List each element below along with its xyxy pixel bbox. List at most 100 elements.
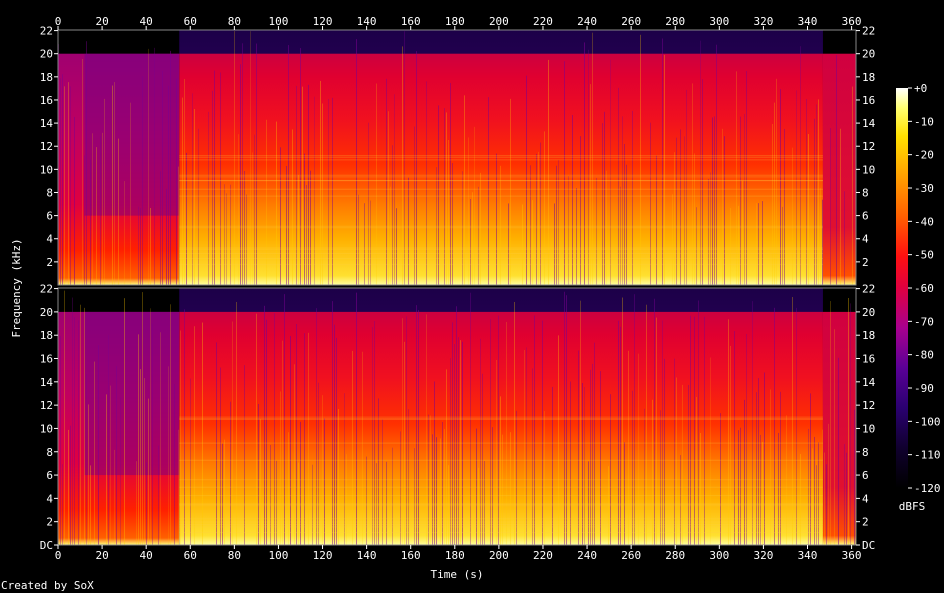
y-tick-label-right: 4 bbox=[862, 492, 869, 505]
y-tick-label-left: 10 bbox=[40, 422, 53, 435]
y-tick-label-left: 14 bbox=[40, 376, 54, 389]
colorbar-tick-label: -90 bbox=[914, 382, 934, 395]
y-tick-label-right: 22 bbox=[862, 283, 875, 296]
x-tick-label-top: 80 bbox=[228, 15, 241, 28]
y-tick-label-left: 2 bbox=[46, 256, 53, 269]
axes: 0 0 20 20 40 40 60 60 80 80 100 100 120 120 140 140 160 1… bbox=[40, 15, 876, 562]
y-tick-label-right: 6 bbox=[862, 469, 869, 482]
x-tick-label-bottom: 80 bbox=[228, 549, 241, 562]
x-tick-label-bottom: 360 bbox=[842, 549, 862, 562]
x-tick-label-top: 180 bbox=[445, 15, 465, 28]
x-tick-label-top: 260 bbox=[621, 15, 641, 28]
x-tick-label-top: 300 bbox=[709, 15, 729, 28]
segment-1-energy bbox=[179, 53, 823, 285]
y-tick-label-left: 12 bbox=[40, 140, 53, 153]
y-tick-label-right: 12 bbox=[862, 399, 875, 412]
x-tick-label-bottom: 160 bbox=[401, 549, 421, 562]
y-tick-label-left: 16 bbox=[40, 353, 53, 366]
y-tick-label-right: 18 bbox=[862, 329, 875, 342]
x-tick-label-bottom: 20 bbox=[95, 549, 108, 562]
y-tick-label-right: 4 bbox=[862, 233, 869, 246]
y-tick-label-left: 6 bbox=[46, 210, 53, 223]
intro-fade bbox=[84, 311, 180, 476]
x-tick-label-bottom: 180 bbox=[445, 549, 465, 562]
plot-frame bbox=[57, 287, 857, 546]
y-tick-label-left: 8 bbox=[46, 186, 53, 199]
colorbar-tick-label: -120 bbox=[914, 482, 941, 495]
x-tick-label-bottom: 100 bbox=[269, 549, 289, 562]
y-tick-label-left: 6 bbox=[46, 469, 53, 482]
channel-1-spectrogram bbox=[57, 29, 857, 286]
x-tick-label-top: 140 bbox=[357, 15, 377, 28]
x-tick-label-top: 120 bbox=[313, 15, 333, 28]
y-tick-label-left: 8 bbox=[46, 446, 53, 459]
x-tick-label-bottom: 220 bbox=[533, 549, 553, 562]
y-tick-label-right: 8 bbox=[862, 186, 869, 199]
y-tick-label-right: 8 bbox=[862, 446, 869, 459]
x-tick-label-top: 240 bbox=[577, 15, 597, 28]
x-tick-label-bottom: 260 bbox=[621, 549, 641, 562]
x-axis-label: Time (s) bbox=[431, 568, 484, 581]
y-tick-label-right: 20 bbox=[862, 48, 875, 61]
colorbar-tick-label: -110 bbox=[914, 449, 941, 462]
segment-2-energy bbox=[822, 311, 856, 545]
y-tick-label-left: 20 bbox=[40, 306, 53, 319]
x-tick-label-top: 340 bbox=[798, 15, 818, 28]
y-tick-label-right: 16 bbox=[862, 353, 875, 366]
x-tick-label-top: 40 bbox=[140, 15, 153, 28]
colorbar-tick-label: +0 bbox=[914, 82, 927, 95]
y-tick-label-right: 12 bbox=[862, 140, 875, 153]
texture-streaks bbox=[60, 290, 855, 545]
x-tick-label-top: 360 bbox=[842, 15, 862, 28]
x-tick-label-bottom: 200 bbox=[489, 549, 509, 562]
y-tick-label-right: 14 bbox=[862, 117, 876, 130]
y-tick-label-right: 2 bbox=[862, 256, 869, 269]
y-axis-label: Frequency (kHz) bbox=[10, 238, 23, 337]
y-tick-label-right: 6 bbox=[862, 210, 869, 223]
y-tick-label-left: 18 bbox=[40, 71, 53, 84]
y-tick-label-left: 16 bbox=[40, 94, 53, 107]
spectrogram-panels bbox=[57, 29, 857, 546]
texture-streaks bbox=[58, 31, 853, 286]
colorbar-tick-label: -10 bbox=[914, 115, 934, 128]
colorbar-tick-label: -60 bbox=[914, 282, 934, 295]
x-tick-label-bottom: 40 bbox=[140, 549, 153, 562]
colorbar-tick-label: -100 bbox=[914, 415, 941, 428]
plot-frame bbox=[57, 29, 857, 286]
intro-fade bbox=[84, 53, 180, 216]
y-tick-label-left: 4 bbox=[46, 492, 53, 505]
x-tick-label-bottom: 320 bbox=[753, 549, 773, 562]
x-tick-label-bottom: 340 bbox=[798, 549, 818, 562]
y-tick-label-right: 16 bbox=[862, 94, 875, 107]
y-tick-label-right: 20 bbox=[862, 306, 875, 319]
y-tick-label-right: 2 bbox=[862, 516, 869, 529]
y-tick-label-right: DC bbox=[862, 539, 875, 552]
colorbar-tick-label: -70 bbox=[914, 315, 934, 328]
colorbar: +0 -10 -20 -30 -40 -50 -60 -70 -80 -90 -100 -110 -12… bbox=[896, 82, 941, 513]
colorbar-tick-label: -50 bbox=[914, 249, 934, 262]
x-tick-label-top: 220 bbox=[533, 15, 553, 28]
y-tick-label-left: 10 bbox=[40, 163, 53, 176]
y-tick-label-left: 18 bbox=[40, 329, 53, 342]
y-tick-label-left: 14 bbox=[40, 117, 54, 130]
y-tick-label-right: 10 bbox=[862, 163, 875, 176]
x-tick-label-top: 0 bbox=[55, 15, 62, 28]
x-tick-label-top: 20 bbox=[95, 15, 108, 28]
y-tick-label-left: 22 bbox=[40, 283, 53, 296]
x-tick-label-top: 200 bbox=[489, 15, 509, 28]
y-tick-label-left: 4 bbox=[46, 233, 53, 246]
x-tick-label-top: 160 bbox=[401, 15, 421, 28]
segment-1-energy bbox=[179, 311, 823, 545]
x-tick-label-bottom: 120 bbox=[313, 549, 333, 562]
y-tick-label-left: 20 bbox=[40, 48, 53, 61]
y-tick-label-right: 18 bbox=[862, 71, 875, 84]
colorbar-label: dBFS bbox=[899, 500, 926, 513]
x-tick-label-bottom: 300 bbox=[709, 549, 729, 562]
credit-text: Created by SoX bbox=[1, 579, 94, 592]
y-tick-label-right: 10 bbox=[862, 422, 875, 435]
x-tick-label-top: 100 bbox=[269, 15, 289, 28]
colorbar-tick-label: -40 bbox=[914, 215, 934, 228]
colorbar-gradient bbox=[896, 88, 908, 488]
y-tick-label-right: 14 bbox=[862, 376, 876, 389]
